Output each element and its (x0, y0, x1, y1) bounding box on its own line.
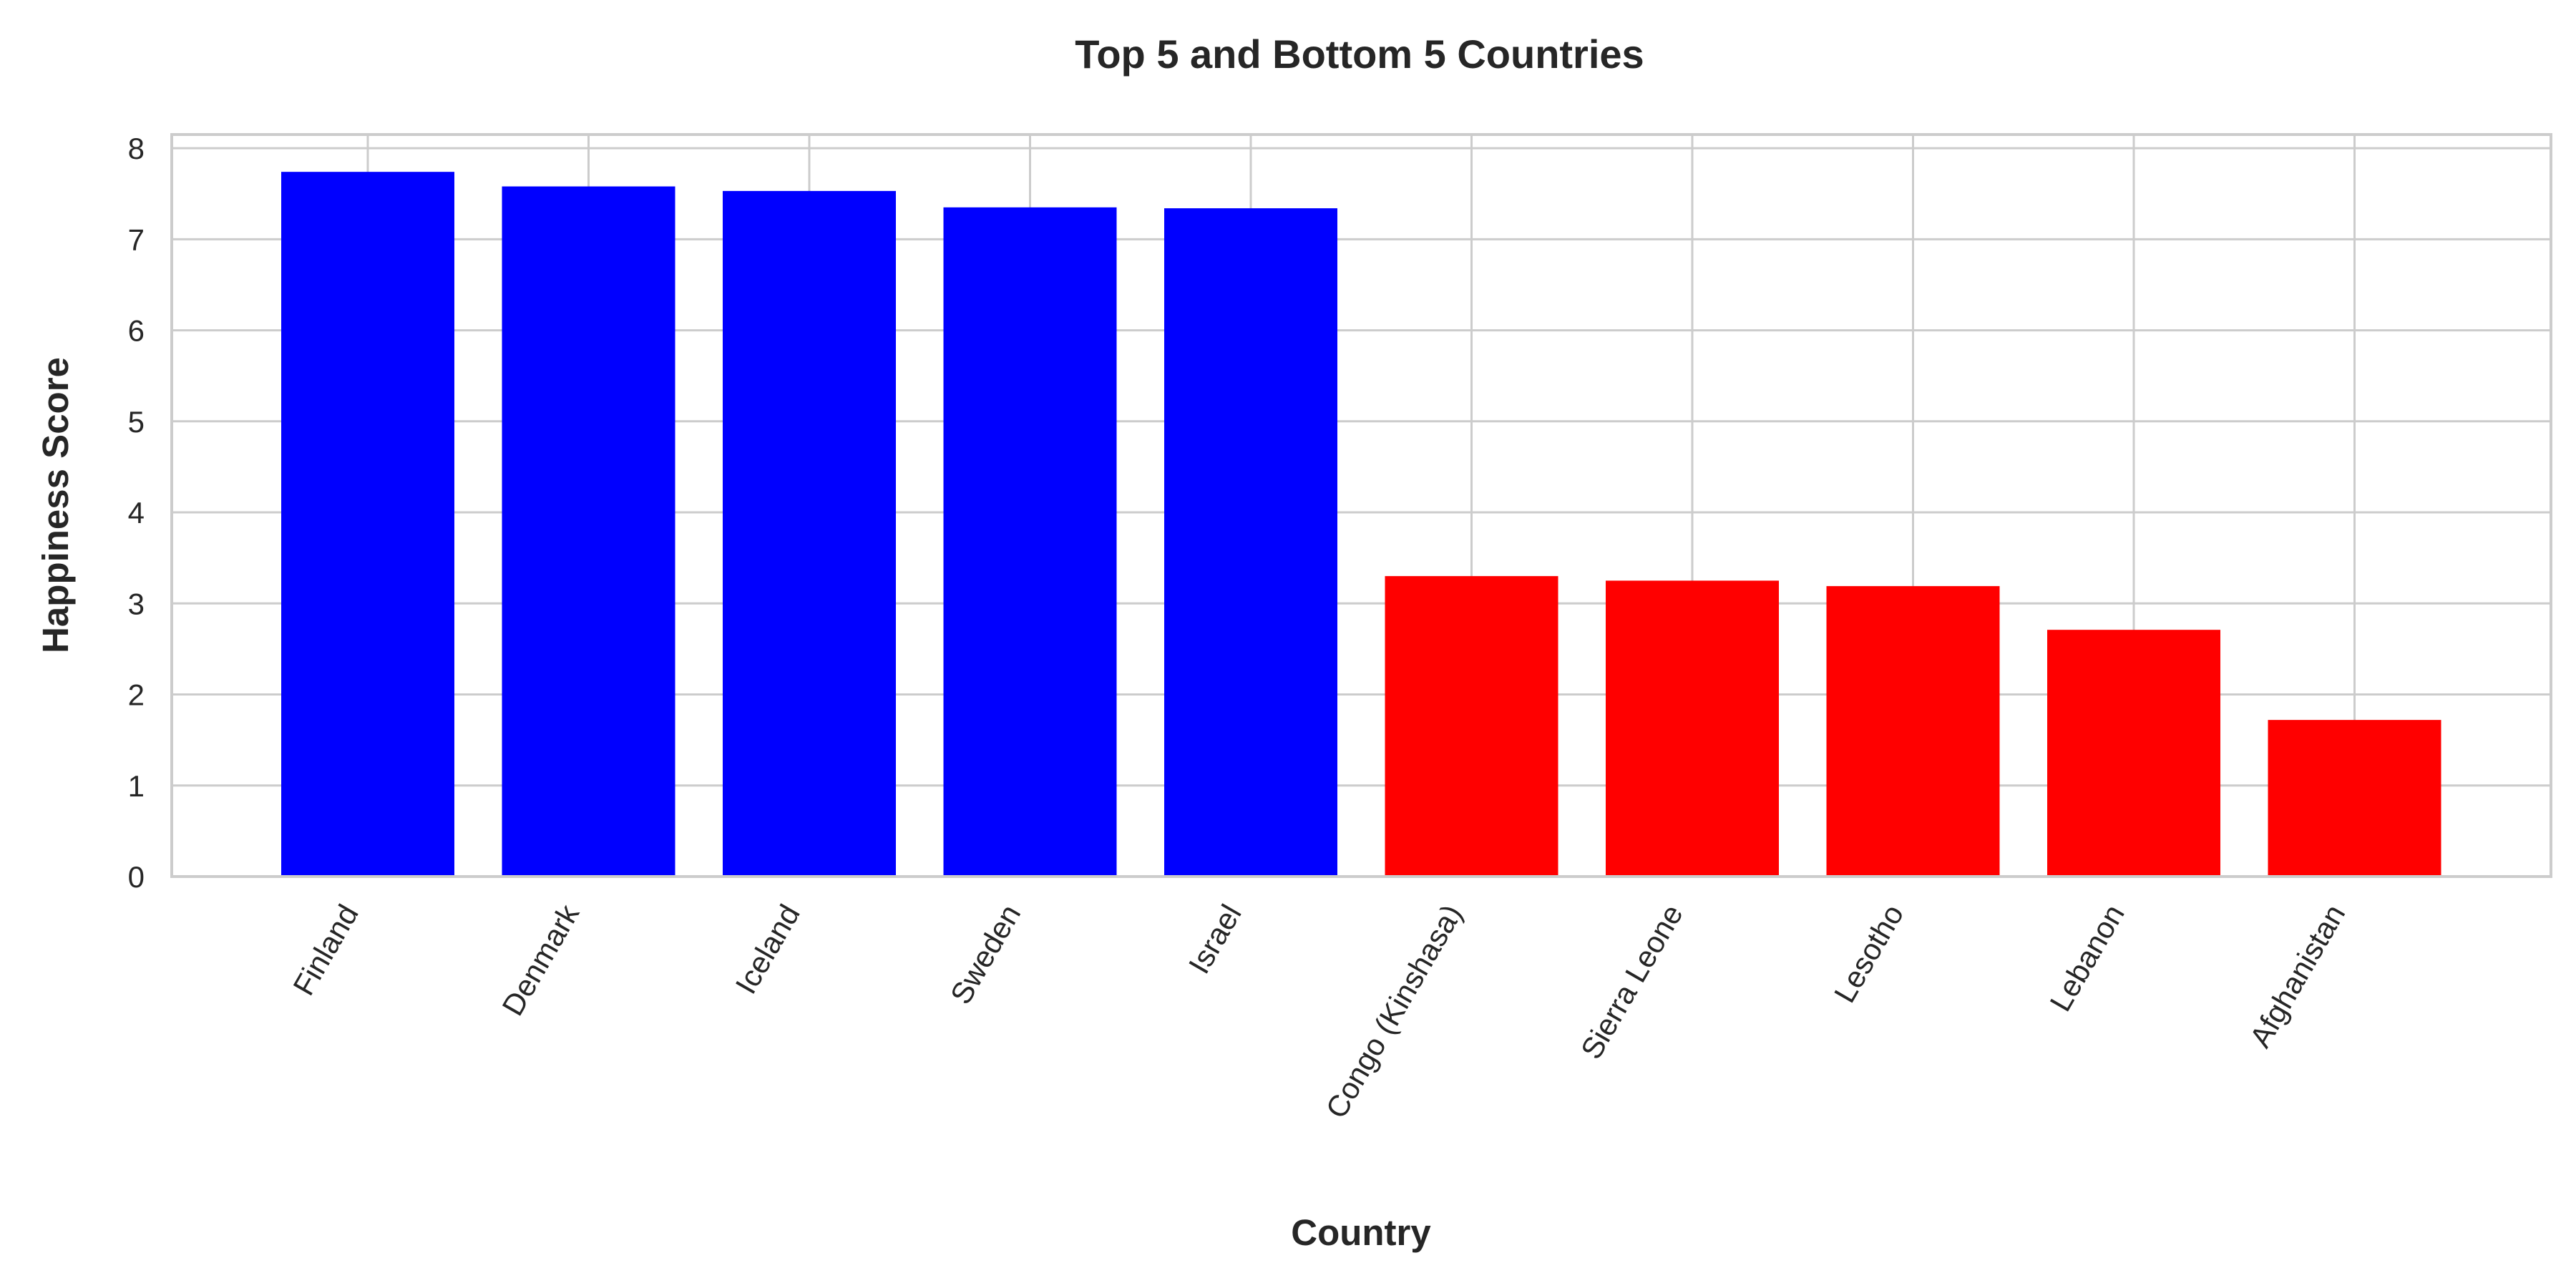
bar-israel (1164, 208, 1337, 877)
x-tick-label: Lesotho (1828, 899, 1910, 1008)
y-tick-label: 4 (128, 496, 145, 530)
bar-denmark (502, 186, 675, 877)
bar-lesotho (1826, 586, 2000, 877)
plot-frame (170, 133, 2552, 878)
x-tick-label: Denmark (495, 898, 585, 1021)
y-tick-label: 0 (128, 860, 145, 894)
y-tick-label: 5 (128, 405, 145, 439)
y-tick-label: 8 (128, 132, 145, 165)
x-tick-label: Lebanon (2043, 899, 2130, 1017)
y-tick-label: 6 (128, 314, 145, 348)
x-tick-labels: Finland Denmark Iceland Sweden Israel Congo (… (286, 898, 2351, 1124)
x-tick-label: Sweden (944, 899, 1028, 1010)
x-tick-label: Israel (1182, 899, 1248, 979)
y-tick-label: 7 (128, 223, 145, 256)
y-tick-labels: 0 1 2 3 4 5 6 7 8 (128, 132, 145, 894)
bar-iceland (723, 190, 896, 877)
chart-title: Top 5 and Bottom 5 Countries (1075, 31, 1644, 77)
x-tick-label: Afghanistan (2243, 899, 2352, 1053)
y-tick-label: 2 (128, 678, 145, 712)
bar-finland (281, 172, 454, 877)
x-axis-label: Country (1291, 1212, 1431, 1253)
bar-congo-kinshasa (1385, 576, 1558, 877)
bars (281, 172, 2441, 877)
x-tick-label: Finland (286, 899, 365, 1001)
bar-afghanistan (2268, 720, 2441, 877)
x-tick-label: Sierra Leone (1574, 899, 1689, 1065)
bar-sweden (943, 207, 1117, 877)
bar-sierra-leone (1606, 580, 1779, 877)
bar-lebanon (2047, 630, 2220, 877)
y-tick-label: 3 (128, 587, 145, 620)
y-tick-label: 1 (128, 769, 145, 803)
x-tick-label: Congo (Kinshasa) (1319, 899, 1468, 1124)
x-tick-label: Iceland (728, 899, 806, 1000)
y-axis-label: Happiness Score (35, 357, 76, 653)
